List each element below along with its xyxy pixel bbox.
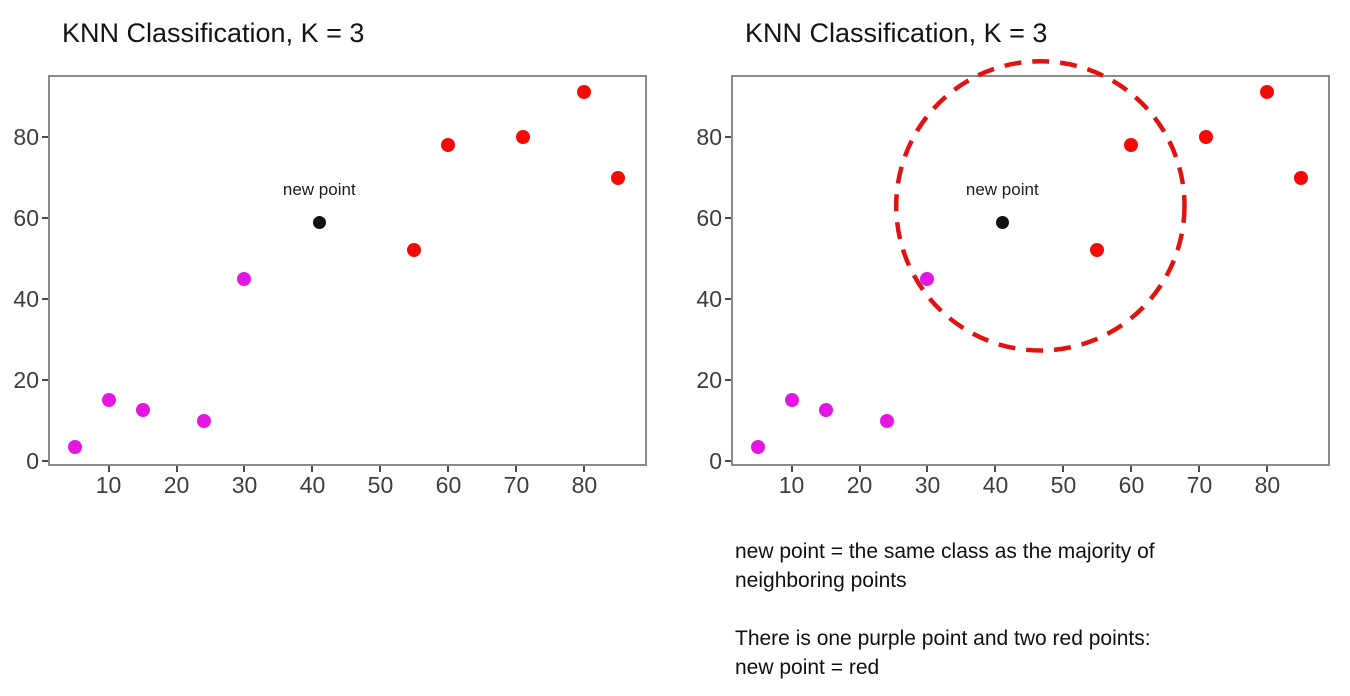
x-tick-label: 10: [95, 472, 122, 498]
data-point: [407, 243, 422, 258]
x-tick-mark: [994, 466, 997, 472]
x-tick-mark: [107, 466, 110, 472]
x-tick-mark: [926, 466, 929, 472]
x-tick-label: 30: [914, 472, 941, 498]
x-tick-label: 70: [503, 472, 530, 498]
data-point: [67, 439, 82, 454]
data-point: [101, 393, 116, 408]
y-tick-mark: [725, 460, 731, 463]
chart-title: KNN Classification, K = 3: [62, 18, 365, 48]
y-tick-mark: [725, 298, 731, 301]
x-tick-mark: [1130, 466, 1133, 472]
data-point: [750, 439, 765, 454]
new-point-label: new point: [965, 180, 1039, 200]
x-tick-label: 20: [846, 472, 873, 498]
x-tick-label: 80: [571, 472, 598, 498]
y-tick-label: 80: [696, 123, 722, 150]
x-tick-mark: [1266, 466, 1269, 472]
data-point: [1294, 170, 1309, 185]
x-tick-label: 50: [367, 472, 394, 498]
y-tick-label: 60: [13, 205, 39, 232]
x-tick-label: 30: [231, 472, 258, 498]
x-tick-mark: [583, 466, 586, 472]
chart-title: KNN Classification, K = 3: [745, 18, 1048, 48]
y-tick-mark: [725, 135, 731, 138]
x-tick-label: 10: [778, 472, 805, 498]
y-tick-label: 0: [709, 448, 722, 475]
y-tick-mark: [42, 298, 48, 301]
y-tick-label: 40: [13, 286, 39, 313]
x-tick-mark: [379, 466, 382, 472]
x-tick-label: 60: [435, 472, 462, 498]
data-point: [1199, 129, 1214, 144]
y-tick-label: 20: [13, 367, 39, 394]
y-tick-label: 40: [696, 286, 722, 313]
caption: new point = the same class as the majori…: [735, 537, 1315, 682]
x-tick-label: 80: [1254, 472, 1281, 498]
data-point: [135, 403, 150, 418]
x-tick-mark: [243, 466, 246, 472]
data-point: [818, 403, 833, 418]
caption-line: new point = the same class as the majori…: [735, 540, 1155, 563]
data-point: [441, 138, 456, 153]
y-tick-mark: [42, 217, 48, 220]
x-tick-mark: [1062, 466, 1065, 472]
data-point: [196, 413, 211, 428]
y-tick-mark: [42, 135, 48, 138]
y-tick-mark: [42, 379, 48, 382]
caption-line: new point = red: [735, 656, 880, 679]
x-tick-label: 20: [163, 472, 190, 498]
data-point: [516, 129, 531, 144]
x-tick-mark: [447, 466, 450, 472]
data-point: [577, 85, 592, 100]
y-tick-label: 60: [696, 205, 722, 232]
y-tick-mark: [42, 460, 48, 463]
y-tick-label: 80: [13, 123, 39, 150]
x-tick-label: 40: [299, 472, 326, 498]
y-tick-mark: [725, 379, 731, 382]
caption-line: neighboring points: [735, 569, 907, 592]
data-point: [784, 393, 799, 408]
x-tick-mark: [858, 466, 861, 472]
data-point: [237, 271, 252, 286]
y-tick-label: 20: [696, 367, 722, 394]
new-point-label: new point: [282, 180, 356, 200]
data-point: [1260, 85, 1275, 100]
data-point: [879, 413, 894, 428]
x-tick-mark: [175, 466, 178, 472]
x-tick-label: 70: [1186, 472, 1213, 498]
caption-line: There is one purple point and two red po…: [735, 627, 1151, 650]
plot-area: [48, 75, 647, 466]
x-tick-mark: [515, 466, 518, 472]
x-tick-mark: [790, 466, 793, 472]
data-point: [1090, 243, 1105, 258]
x-tick-mark: [311, 466, 314, 472]
new-point-dot: [312, 215, 326, 229]
data-point: [920, 271, 935, 286]
new-point-dot: [995, 215, 1009, 229]
x-tick-label: 40: [982, 472, 1009, 498]
caption-line: [735, 595, 1315, 624]
y-tick-mark: [725, 217, 731, 220]
x-tick-label: 50: [1050, 472, 1077, 498]
data-point: [1124, 138, 1139, 153]
y-tick-label: 0: [26, 448, 39, 475]
data-point: [611, 170, 626, 185]
x-tick-label: 60: [1118, 472, 1145, 498]
x-tick-mark: [1198, 466, 1201, 472]
